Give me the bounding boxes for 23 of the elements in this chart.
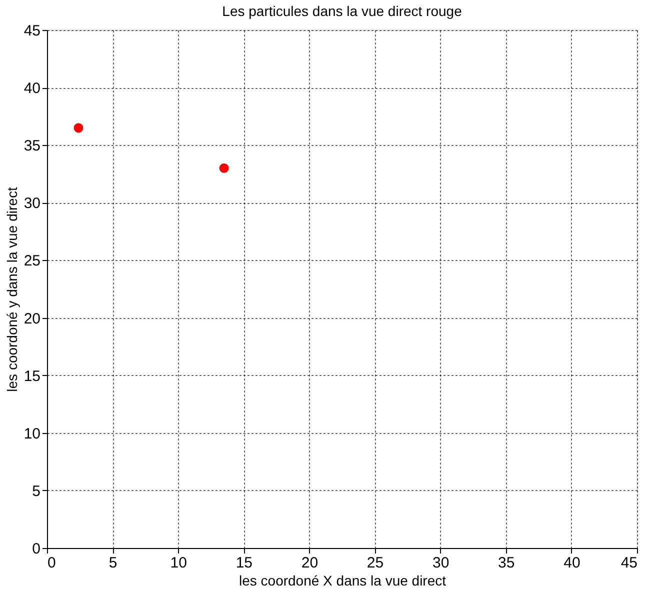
y-tick-label: 25 xyxy=(24,252,40,270)
y-tick-label: 20 xyxy=(24,310,40,328)
chart-title: Les particules dans la vue direct rouge xyxy=(222,3,462,19)
x-tick-label: 30 xyxy=(432,554,450,572)
y-tick-label: 5 xyxy=(32,482,40,500)
y-tick-label: 10 xyxy=(24,425,40,442)
y-tick-label: 30 xyxy=(24,195,40,212)
y-tick-label: 45 xyxy=(24,22,40,40)
x-tick-label: 15 xyxy=(236,554,253,572)
y-tick-label: 40 xyxy=(24,80,40,98)
y-tick-label: 35 xyxy=(24,138,40,155)
y-axis-title: les coordoné y dans la vue direct xyxy=(4,187,20,392)
x-tick-label: 0 xyxy=(48,554,56,572)
x-tick-label: 45 xyxy=(620,554,638,572)
x-tick-label: 40 xyxy=(564,554,580,572)
x-tick-label: 25 xyxy=(366,554,384,572)
x-tick-label: 5 xyxy=(108,554,118,572)
x-tick-label: 35 xyxy=(498,554,515,572)
x-axis-title: les coordoné X dans la vue direct xyxy=(238,572,446,588)
x-tick-label: 10 xyxy=(170,554,187,572)
y-tick-label: 0 xyxy=(32,540,40,558)
x-tick-label: 20 xyxy=(301,554,318,572)
y-tick-label: 15 xyxy=(24,368,40,385)
